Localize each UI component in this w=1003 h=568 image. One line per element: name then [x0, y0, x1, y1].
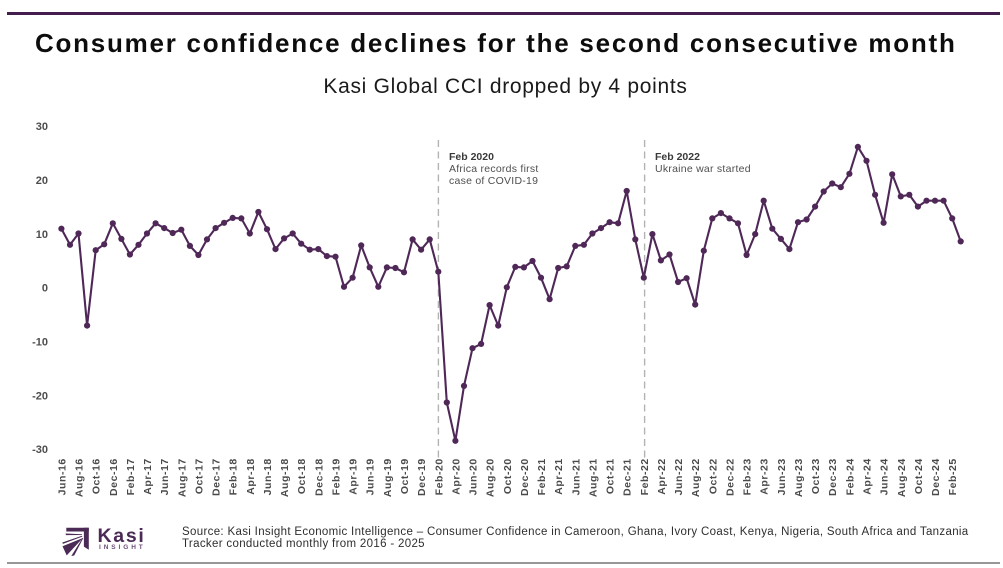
svg-text:Dec-22: Dec-22 [725, 458, 737, 496]
svg-text:Feb-22: Feb-22 [639, 458, 651, 495]
svg-text:Oct-18: Oct-18 [296, 458, 308, 494]
svg-text:Dec-16: Dec-16 [108, 458, 120, 496]
svg-text:Apr-20: Apr-20 [450, 458, 462, 495]
svg-text:Apr-18: Apr-18 [245, 458, 257, 495]
svg-text:Oct-17: Oct-17 [193, 458, 205, 494]
svg-text:0: 0 [42, 283, 48, 295]
svg-text:Dec-23: Dec-23 [827, 458, 839, 496]
svg-text:Aug-22: Aug-22 [690, 458, 702, 497]
svg-text:Ukraine war started: Ukraine war started [655, 163, 751, 175]
svg-text:-20: -20 [32, 390, 48, 402]
svg-text:Aug-21: Aug-21 [587, 458, 599, 497]
svg-text:Feb-25: Feb-25 [947, 458, 959, 495]
svg-text:Feb-23: Feb-23 [742, 458, 754, 495]
svg-text:Feb-20: Feb-20 [433, 458, 445, 495]
svg-text:Aug-18: Aug-18 [279, 458, 291, 497]
svg-text:Feb-17: Feb-17 [125, 458, 137, 495]
svg-text:Aug-17: Aug-17 [176, 458, 188, 497]
svg-text:Feb 2020: Feb 2020 [449, 151, 494, 163]
svg-text:Jun-21: Jun-21 [570, 458, 582, 495]
svg-text:Oct-23: Oct-23 [810, 458, 822, 494]
svg-text:Jun-23: Jun-23 [776, 458, 788, 495]
svg-text:Apr-17: Apr-17 [142, 458, 154, 495]
svg-text:case of COVID-19: case of COVID-19 [449, 175, 538, 187]
svg-text:30: 30 [36, 121, 48, 133]
svg-text:Jun-22: Jun-22 [673, 458, 685, 495]
svg-text:Dec-17: Dec-17 [211, 458, 223, 496]
svg-text:-30: -30 [32, 444, 48, 456]
svg-text:-10: -10 [32, 337, 48, 349]
svg-text:Feb-24: Feb-24 [844, 458, 856, 495]
svg-text:Jun-19: Jun-19 [365, 458, 377, 495]
svg-text:Apr-22: Apr-22 [656, 458, 668, 495]
svg-text:Apr-19: Apr-19 [348, 458, 360, 495]
svg-text:10: 10 [36, 229, 48, 241]
svg-text:Aug-24: Aug-24 [896, 458, 908, 497]
svg-text:Jun-20: Jun-20 [468, 458, 480, 495]
svg-text:Aug-16: Aug-16 [74, 458, 86, 497]
svg-text:Dec-24: Dec-24 [930, 458, 942, 496]
svg-text:Aug-23: Aug-23 [793, 458, 805, 497]
svg-text:Feb 2022: Feb 2022 [655, 151, 700, 163]
svg-text:Apr-23: Apr-23 [759, 458, 771, 495]
svg-text:Dec-18: Dec-18 [313, 458, 325, 496]
svg-text:Apr-21: Apr-21 [553, 458, 565, 495]
svg-text:Jun-24: Jun-24 [879, 458, 891, 495]
svg-text:Africa records first: Africa records first [449, 163, 539, 175]
svg-text:Jun-17: Jun-17 [159, 458, 171, 495]
svg-text:20: 20 [36, 175, 48, 187]
svg-text:Aug-19: Aug-19 [382, 458, 394, 497]
svg-text:Oct-21: Oct-21 [605, 458, 617, 494]
svg-text:Aug-20: Aug-20 [485, 458, 497, 497]
svg-text:Jun-16: Jun-16 [56, 458, 68, 495]
svg-text:Oct-24: Oct-24 [913, 458, 925, 494]
svg-text:Feb-21: Feb-21 [536, 458, 548, 495]
svg-text:Apr-24: Apr-24 [862, 458, 874, 495]
svg-text:Feb-18: Feb-18 [228, 458, 240, 495]
svg-text:Oct-22: Oct-22 [707, 458, 719, 494]
svg-text:Dec-21: Dec-21 [622, 458, 634, 496]
svg-text:Oct-16: Oct-16 [91, 458, 103, 494]
svg-text:Dec-20: Dec-20 [519, 458, 531, 496]
svg-text:Feb-19: Feb-19 [331, 458, 343, 495]
svg-text:Jun-18: Jun-18 [262, 458, 274, 495]
svg-text:Oct-19: Oct-19 [399, 458, 411, 494]
svg-text:Oct-20: Oct-20 [502, 458, 514, 494]
svg-text:Dec-19: Dec-19 [416, 458, 428, 496]
